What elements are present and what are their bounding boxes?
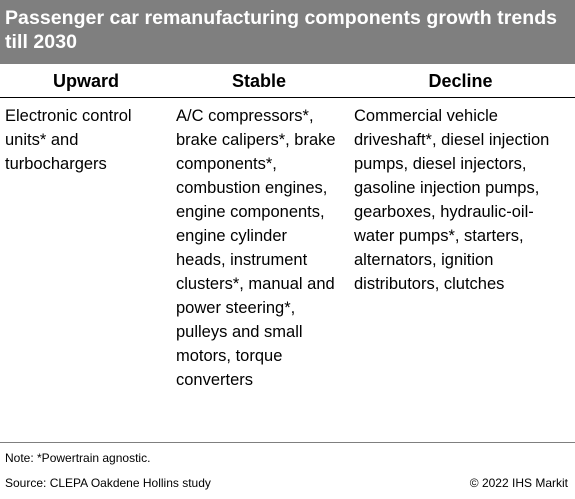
- column-header-upward: Upward: [52, 71, 119, 91]
- cell-upward: Electronic control units* and turbocharg…: [5, 107, 132, 173]
- page-title: Passenger car remanufacturing components…: [5, 7, 558, 53]
- column-header-decline: Decline: [428, 71, 493, 91]
- column-header-stable: Stable: [231, 71, 287, 91]
- table-header-row: Upward Stable Decline: [0, 64, 575, 98]
- cell-decline: Commercial vehicle driveshaft*, diesel i…: [354, 107, 550, 293]
- footer-divider: [0, 442, 575, 443]
- cell-stable: A/C compressors*, brake calipers*, brake…: [176, 107, 336, 389]
- source-note: Source: CLEPA Oakdene Hollins study: [5, 476, 211, 490]
- title-bar: Passenger car remanufacturing components…: [0, 0, 575, 64]
- footnote: Note: *Powertrain agnostic.: [5, 451, 151, 465]
- copyright-note: © 2022 IHS Markit: [469, 476, 568, 490]
